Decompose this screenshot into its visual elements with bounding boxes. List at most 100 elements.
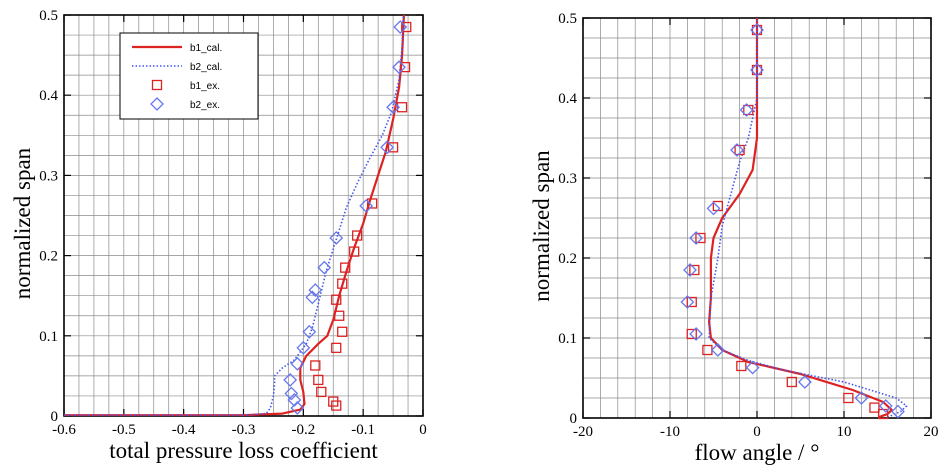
y-tick-label: 0.5 [39,8,58,24]
data-point-b1-ex [734,144,745,156]
series-markers-b1-ex [686,24,889,420]
plot-area [64,15,405,416]
x-tick-label: -0.4 [172,422,196,438]
legend-label-b2-cal: b2_cal. [190,62,222,73]
y-tick-label: 0.2 [558,251,577,267]
data-point-b2-ex [750,63,764,77]
data-point-b2-ex [680,295,695,309]
data-point-b1-ex [337,326,348,337]
data-point-b2-ex [683,263,697,277]
data-point-b1-ex [337,278,348,289]
x-tick-label: -10 [660,424,680,440]
series-line-b1-cal [708,18,893,418]
data-point-b1-ex [695,232,706,244]
data-point-b1-ex [316,386,327,398]
data-point-b2-ex [317,260,332,275]
data-point-b1-ex [331,294,342,305]
chart-flow-angle: -20 -10 0 10 20 0 0.1 0.2 0.3 0.4 0.5 flow angle / … [529,11,939,465]
data-point-b2-ex [745,360,760,375]
data-point-b2-ex [689,327,704,341]
x-tick-label: 0 [419,422,427,438]
legend: b1_cal. b2_cal. b1_ex. b2_ex. [119,32,259,120]
data-point-b1-ex [331,342,342,353]
data-point-b1-ex [310,360,321,371]
series-line-b1-cal [64,15,405,416]
data-point-b1-ex [349,246,360,257]
data-point-b2-ex [290,401,305,415]
data-point-b2-ex [706,201,721,216]
data-point-b1-ex [736,360,747,372]
data-point-b1-ex [396,102,408,113]
y-tick-label: 0 [51,409,59,425]
data-point-b2-ex [393,20,408,34]
data-point-b2-ex [730,143,744,157]
y-axis-title: normalized span [529,150,554,302]
data-point-b1-ex [328,396,339,407]
data-point-b2-ex [302,324,317,339]
data-point-b1-ex [313,374,324,386]
x-tick-label: -0.1 [351,422,375,438]
y-tick-label: 0 [570,411,578,427]
y-tick-label: 0.3 [558,171,577,187]
x-tick-label: 10 [837,424,852,440]
legend-label-b1-cal: b1_cal. [190,43,222,54]
y-axis-title: normalized span [10,147,35,299]
data-point-b2-ex [290,356,305,371]
data-point-b2-ex [380,140,395,155]
data-point-b1-ex [686,328,697,340]
data-point-b2-ex [739,103,754,117]
data-point-b2-ex [392,60,406,75]
series-markers-b1-ex [310,21,412,411]
data-point-b2-ex [283,372,298,387]
data-point-b1-ex [334,310,345,321]
data-point-b2-ex [284,386,299,401]
y-tick-label: 0.1 [558,331,577,347]
data-point-b2-ex [329,231,344,245]
legend-label-b1-ex: b1_ex. [190,81,220,92]
data-point-b2-ex [308,283,323,298]
y-tick-label: 0.4 [39,88,58,104]
data-point-b1-ex [843,392,854,404]
x-tick-label: -0.2 [291,422,315,438]
legend-swatch-b1-ex [151,79,163,91]
y-tick-label: 0.2 [39,249,58,265]
chart-loss-coefficient: -0.6 -0.5 -0.4 -0.3 -0.2 -0.1 0 0 0.1 0.2 0.3 0.4 0.… [10,8,427,463]
x-axis-title: flow angle / ° [695,440,820,465]
data-point-b2-ex [386,100,401,115]
x-tick-label: 0 [753,424,761,440]
data-point-b2-ex [359,198,374,213]
x-axis-title: total pressure loss coefficient [109,438,378,463]
y-tick-label: 0.3 [39,168,58,184]
data-point-b1-ex [869,402,880,413]
data-point-b2-ex [750,23,764,37]
data-point-b1-ex [340,262,351,273]
y-tick-label: 0.5 [558,11,577,27]
data-point-b1-ex [751,64,763,76]
legend-label-b2-ex: b2_ex. [190,100,220,111]
plot-area [708,18,908,418]
legend-swatch-b2-ex [150,97,164,111]
x-tick-label: 20 [924,424,939,440]
data-point-b1-ex [399,61,411,73]
data-point-b1-ex [702,344,713,356]
data-point-b1-ex [387,142,399,153]
data-point-b1-ex [751,24,763,36]
y-tick-label: 0.1 [39,329,58,345]
data-point-b2-ex [854,391,869,405]
data-point-b1-ex [686,296,697,308]
y-tick-label: 0.4 [558,91,577,107]
x-tick-label: -0.6 [52,422,76,438]
data-point-b1-ex [786,376,797,388]
data-point-b2-ex [710,343,725,357]
data-point-b1-ex [366,198,378,209]
x-tick-label: -0.3 [232,422,256,438]
data-point-b2-ex [891,404,905,419]
data-point-b2-ex [797,375,812,389]
data-point-b2-ex [878,399,893,413]
series-markers-b2-ex [680,23,905,419]
data-point-b1-ex [689,264,700,276]
data-point-b1-ex [401,21,412,33]
data-point-b2-ex [689,231,704,245]
series-line-b2-cal [708,18,908,418]
